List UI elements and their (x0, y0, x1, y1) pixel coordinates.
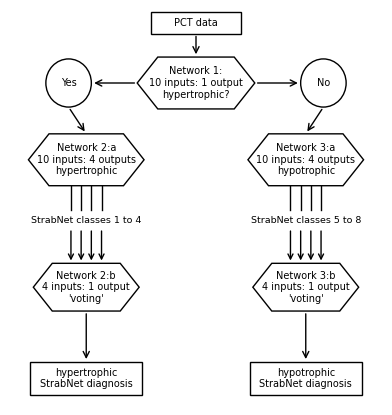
Text: Network 3:a
10 inputs: 4 outputs
hypotrophic: Network 3:a 10 inputs: 4 outputs hypotro… (256, 143, 355, 176)
Text: hypertrophic
StrabNet diagnosis: hypertrophic StrabNet diagnosis (40, 368, 132, 389)
Circle shape (46, 59, 91, 107)
Text: Network 2:a
10 inputs: 4 outputs
hypertrophic: Network 2:a 10 inputs: 4 outputs hypertr… (37, 143, 136, 176)
Text: Yes: Yes (61, 78, 76, 88)
Polygon shape (253, 264, 359, 311)
Text: Network 2:b
4 inputs: 1 output
'voting': Network 2:b 4 inputs: 1 output 'voting' (42, 271, 130, 304)
Polygon shape (28, 134, 144, 186)
Text: hypotrophic
StrabNet diagnosis: hypotrophic StrabNet diagnosis (260, 368, 352, 389)
Text: Network 3:b
4 inputs: 1 output
'voting': Network 3:b 4 inputs: 1 output 'voting' (262, 271, 350, 304)
Polygon shape (137, 57, 255, 109)
Text: StrabNet classes 5 to 8: StrabNet classes 5 to 8 (250, 216, 361, 225)
Polygon shape (33, 264, 139, 311)
Text: PCT data: PCT data (174, 18, 218, 28)
Polygon shape (248, 134, 363, 186)
FancyBboxPatch shape (31, 362, 142, 395)
FancyBboxPatch shape (151, 12, 241, 34)
FancyBboxPatch shape (250, 362, 362, 395)
Text: StrabNet classes 1 to 4: StrabNet classes 1 to 4 (31, 216, 142, 225)
Text: No: No (317, 78, 330, 88)
Circle shape (301, 59, 346, 107)
Text: Network 1:
10 inputs: 1 output
hypertrophic?: Network 1: 10 inputs: 1 output hypertrop… (149, 66, 243, 100)
